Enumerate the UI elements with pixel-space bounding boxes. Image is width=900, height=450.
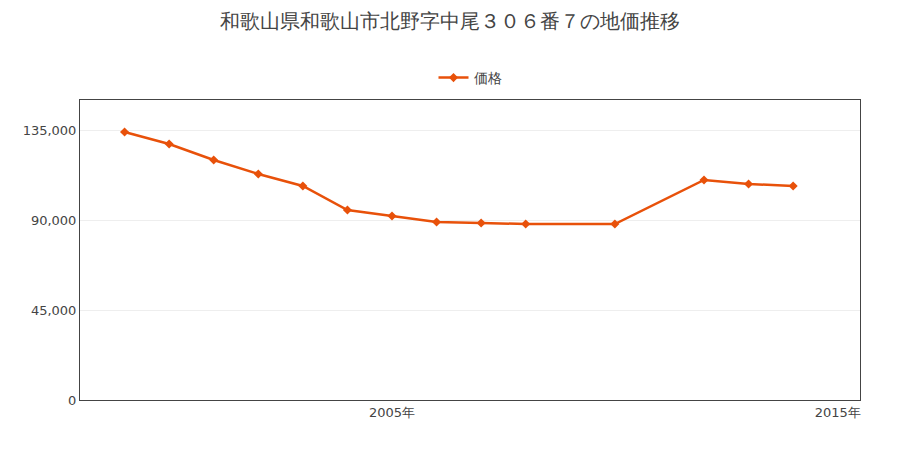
svg-text:2005年: 2005年 [369, 405, 415, 420]
svg-text:45,000: 45,000 [31, 303, 77, 318]
svg-text:和歌山県和歌山市北野字中尾３０６番７の地価推移: 和歌山県和歌山市北野字中尾３０６番７の地価推移 [220, 9, 680, 33]
svg-text:135,000: 135,000 [23, 123, 77, 138]
svg-text:2015年: 2015年 [815, 405, 861, 420]
svg-text:90,000: 90,000 [31, 213, 77, 228]
svg-text:0: 0 [68, 393, 76, 408]
svg-text:価格: 価格 [474, 70, 502, 86]
